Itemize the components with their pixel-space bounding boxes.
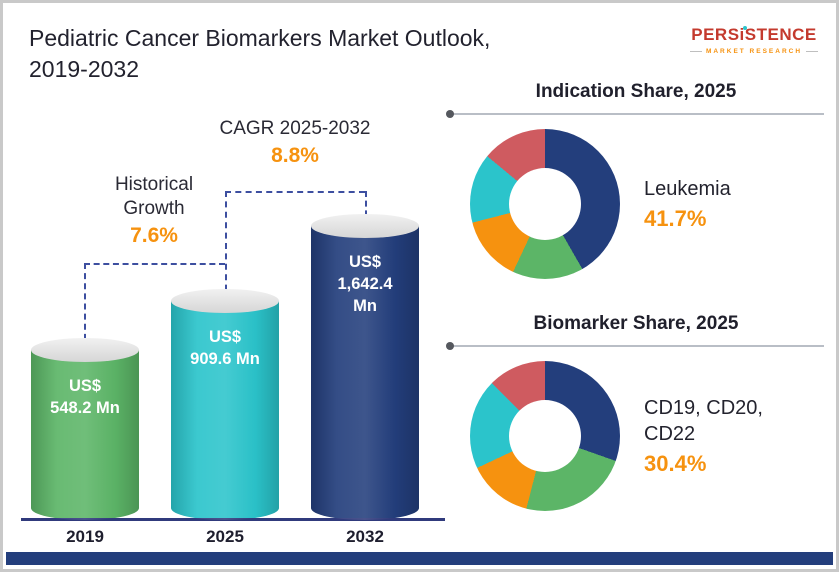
- dashed-connector: [84, 263, 86, 350]
- x-label-2019: 2019: [66, 527, 104, 546]
- divider-line: [446, 110, 824, 118]
- tagline-rule-left: [690, 51, 702, 52]
- historical-growth-label: Historical Growth: [114, 174, 194, 219]
- brand-tagline-text: MARKET RESEARCH: [705, 48, 803, 55]
- brand-logo: PERSiSTENCE MARKET RESEARCH: [690, 25, 818, 55]
- divider-dot: [446, 110, 454, 118]
- biomarker-highlight-label: CD19, CD20, CD22: [644, 397, 763, 445]
- biomarker-highlight: CD19, CD20, CD22 30.4%: [644, 395, 804, 477]
- brand-tagline: MARKET RESEARCH: [690, 48, 818, 55]
- historical-growth-value: 7.6%: [130, 223, 178, 247]
- indication-highlight: Leukemia 41.7%: [644, 176, 731, 232]
- brand-name: PERSiSTENCE: [691, 25, 817, 44]
- indication-highlight-value: 41.7%: [644, 206, 707, 231]
- cagr-label: CAGR 2025-2032: [219, 118, 371, 139]
- page-title: Pediatric Cancer Biomarkers Market Outlo…: [29, 25, 491, 83]
- indication-share-title: Indication Share, 2025: [535, 81, 737, 102]
- bar-2019-value: US$ 548.2 Mn: [50, 377, 120, 417]
- divider-dot: [446, 342, 454, 350]
- donut-charts: Indication Share, 2025 Leukemia 41.7% Bi…: [446, 81, 824, 545]
- brand-i-dot-icon: [743, 26, 747, 30]
- biomarker-share-block: Biomarker Share, 2025 CD19, CD20, CD22 3…: [446, 313, 824, 511]
- dashed-connector: [365, 191, 367, 226]
- dashed-connector: [84, 263, 225, 265]
- biomarker-share-row: CD19, CD20, CD22 30.4%: [448, 361, 824, 511]
- x-label-2032: 2032: [346, 527, 384, 546]
- bar-2025-value: US$ 909.6 Mn: [190, 328, 260, 368]
- indication-highlight-label: Leukemia: [644, 178, 731, 200]
- x-label-2025: 2025: [206, 527, 244, 546]
- biomarker-highlight-value: 30.4%: [644, 451, 707, 476]
- cagr-annotation: CAGR 2025-2032 8.8%: [210, 117, 380, 168]
- dashed-connector: [225, 191, 227, 301]
- dashed-connector: [225, 191, 365, 193]
- historical-growth-annotation: Historical Growth 7.6%: [94, 173, 214, 248]
- indication-share-row: Leukemia 41.7%: [448, 129, 824, 279]
- footer-bar: [6, 552, 833, 565]
- cagr-value: 8.8%: [271, 143, 319, 167]
- bar-2032-value: US$ 1,642.4 Mn: [337, 253, 393, 315]
- bar-2032: US$ 1,642.4 Mn: [311, 214, 419, 520]
- bar-chart: Historical Growth 7.6% CAGR 2025-2032 8.…: [21, 103, 453, 546]
- tagline-rule-right: [806, 51, 818, 52]
- indication-share-block: Indication Share, 2025 Leukemia 41.7%: [446, 81, 824, 279]
- bar-2025: US$ 909.6 Mn: [171, 289, 279, 520]
- bar-2019: US$ 548.2 Mn: [31, 338, 139, 520]
- biomarker-share-donut: [470, 361, 620, 511]
- divider-line: [446, 342, 824, 350]
- biomarker-share-title: Biomarker Share, 2025: [533, 313, 739, 334]
- indication-share-donut: [470, 129, 620, 279]
